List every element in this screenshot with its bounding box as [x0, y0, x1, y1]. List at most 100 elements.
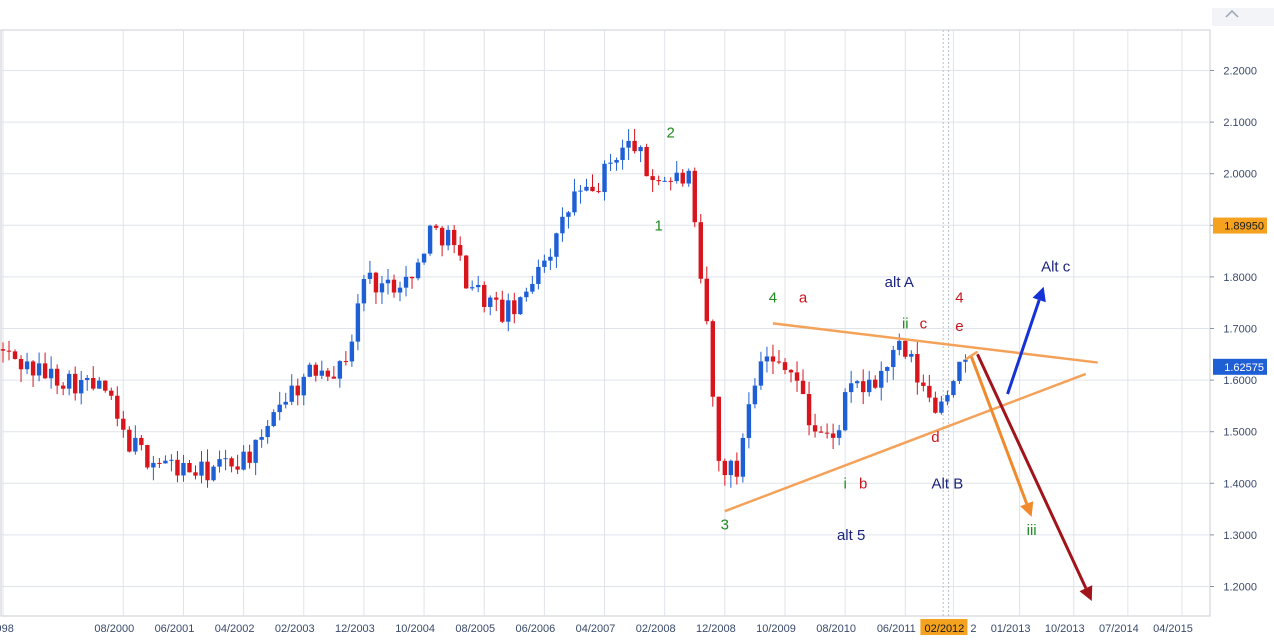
candle-body: [403, 276, 409, 288]
candle-body: [433, 225, 439, 228]
wave-label: 1: [654, 217, 662, 234]
candle-body: [758, 361, 764, 386]
scroll-corner[interactable]: [1212, 8, 1274, 26]
candle-body: [121, 418, 126, 430]
candle-body: [385, 279, 391, 284]
y-tick-label: 2.1000: [1223, 117, 1257, 129]
x-tick-label: 04/2015: [1153, 623, 1193, 635]
candle-body: [469, 287, 475, 289]
candle-body: [241, 451, 246, 470]
candle-body: [307, 364, 312, 377]
candle-body: [229, 458, 234, 467]
candle-body: [301, 376, 306, 396]
candle-body: [794, 372, 800, 381]
candle-body: [632, 140, 637, 152]
wave-label: c: [920, 316, 928, 333]
candle-body: [500, 299, 505, 322]
candle-body: [674, 172, 679, 181]
chevron-up-icon[interactable]: [1225, 9, 1239, 18]
candle-body: [289, 385, 294, 402]
candle-body: [608, 162, 613, 164]
candle-body: [265, 425, 270, 438]
candle-body: [48, 368, 54, 379]
candle-body: [650, 176, 655, 181]
candle-body: [506, 300, 511, 322]
wave-label: Alt B: [932, 475, 964, 492]
candle-body: [271, 412, 276, 426]
candle-body: [319, 370, 325, 376]
candle-body: [524, 291, 529, 298]
candle-body: [163, 460, 168, 464]
candle-body: [626, 140, 631, 148]
candle-body: [680, 172, 685, 184]
x-tick-label: 04/2002: [215, 623, 255, 635]
candle-body: [427, 225, 433, 254]
candle-body: [313, 364, 318, 376]
candle-body: [78, 380, 84, 394]
candle-body: [259, 437, 264, 440]
candle-body: [824, 432, 830, 434]
candle-body: [752, 385, 758, 405]
candle-body: [30, 361, 36, 376]
candle-body: [60, 385, 66, 389]
candle-body: [921, 382, 926, 386]
candle-body: [445, 229, 451, 246]
candle-body: [18, 358, 24, 370]
candle-body: [373, 272, 379, 293]
candle-body: [662, 180, 667, 182]
trendlines-layer: [724, 322, 1098, 513]
candle-body: [494, 297, 499, 300]
candle-body: [0, 349, 6, 351]
arrowhead: [1032, 286, 1046, 303]
y-tick-label: 1.8000: [1223, 272, 1257, 284]
candle-body: [644, 147, 649, 177]
candle-body: [740, 437, 746, 477]
candle-body: [614, 159, 619, 163]
candle-body: [933, 397, 938, 413]
candle-body: [800, 380, 806, 395]
candle-body: [734, 460, 740, 477]
candle-body: [710, 321, 716, 397]
candle-body: [722, 460, 728, 476]
candle-body: [361, 278, 367, 304]
price-tag-label: 1.62575: [1224, 362, 1264, 374]
candle-body: [157, 462, 162, 464]
candles-layer: [0, 128, 968, 488]
candle-body: [223, 458, 228, 460]
forecast-arrow: [1006, 299, 1041, 395]
candle-body: [127, 429, 132, 452]
candle-body: [698, 222, 703, 279]
wave-label: 2: [667, 125, 675, 142]
candle-body: [379, 283, 385, 293]
arrows-layer: [970, 286, 1093, 601]
y-tick-label: 1.3000: [1223, 530, 1257, 542]
x-tick-label: 10/2004: [395, 623, 435, 635]
candle-body: [391, 279, 397, 293]
candle-body: [578, 190, 583, 192]
wave-label: e: [955, 318, 963, 335]
forecast-arrow: [970, 356, 1029, 505]
candle-body: [909, 354, 914, 357]
x-tick-label: 08/2000: [94, 623, 134, 635]
candle-body: [830, 433, 836, 438]
candle-body: [788, 369, 794, 373]
candle-body: [542, 260, 547, 267]
candle-body: [957, 361, 962, 382]
candle-body: [668, 180, 673, 182]
candle-body: [115, 395, 120, 419]
price-tag-label: 1.89950: [1224, 221, 1264, 233]
candle-body: [530, 283, 535, 292]
annotations-layer: 2 1 4 a alt A 4 Alt c ii c e d i b Alt B 3 alt 5 iii: [654, 125, 1070, 544]
price-tags: 1.89950 1.62575: [1213, 217, 1267, 375]
y-tick-label: 2.0000: [1223, 169, 1257, 181]
candle-body: [211, 466, 216, 481]
candle-body: [879, 370, 884, 388]
candle-body: [253, 439, 258, 463]
candle-body: [199, 461, 204, 476]
candle-body: [584, 186, 589, 191]
candle-body: [554, 233, 559, 257]
trendline: [964, 350, 979, 361]
candle-body: [421, 253, 427, 263]
candle-body: [915, 354, 920, 383]
